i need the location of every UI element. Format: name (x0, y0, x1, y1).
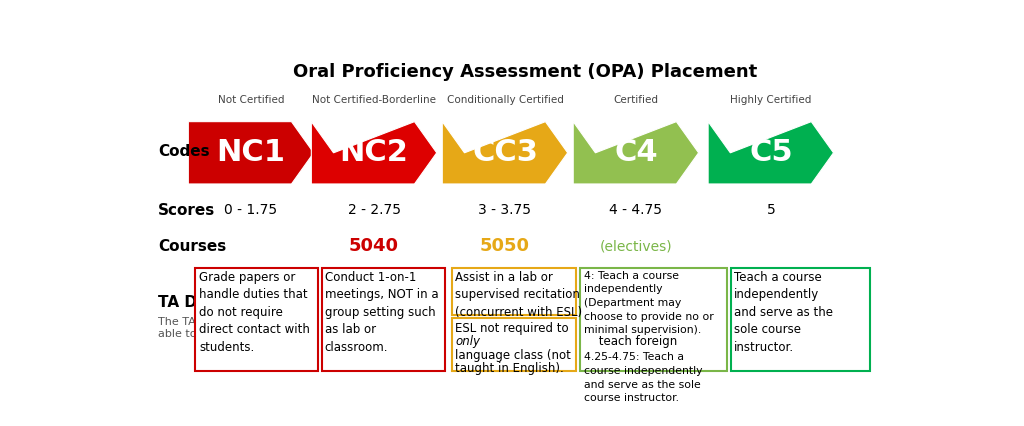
Text: 4 - 4.75: 4 - 4.75 (609, 203, 663, 217)
Text: C5: C5 (749, 138, 793, 167)
Text: 5040: 5040 (349, 237, 399, 255)
Bar (731, 268, 870, 371)
Text: 5: 5 (766, 203, 775, 217)
Text: C4: C4 (614, 138, 657, 167)
Text: Oral Proficiency Assessment (OPA) Placement: Oral Proficiency Assessment (OPA) Placem… (293, 63, 757, 81)
Bar (581, 268, 727, 371)
Text: Teach a course
independently
and serve as the
sole course
instructor.: Teach a course independently and serve a… (734, 271, 834, 354)
Text: (electives): (electives) (600, 239, 672, 253)
Text: 0 - 1.75: 0 - 1.75 (224, 203, 278, 217)
Text: CC3: CC3 (472, 138, 538, 167)
Text: Courses: Courses (158, 239, 226, 254)
Polygon shape (188, 122, 313, 184)
Text: TA Duties: TA Duties (158, 294, 240, 310)
Text: language class (not: language class (not (455, 349, 570, 362)
Text: taught in English).: taught in English). (455, 363, 564, 375)
Bar (323, 268, 445, 371)
Text: 3 - 3.75: 3 - 3.75 (478, 203, 531, 217)
Polygon shape (442, 122, 567, 184)
Text: Assist in a lab or
supervised recitation
(concurrent with ESL): Assist in a lab or supervised recitation… (455, 271, 582, 319)
Text: Scores: Scores (158, 203, 215, 218)
Text: The TA is
able to...: The TA is able to... (158, 317, 208, 339)
Text: Highly Certified: Highly Certified (730, 95, 811, 105)
Bar (452, 319, 577, 371)
Text: Conduct 1-on-1
meetings, NOT in a
group setting such
as lab or
classroom.: Conduct 1-on-1 meetings, NOT in a group … (325, 271, 438, 354)
Text: teach foreign: teach foreign (595, 335, 678, 348)
Bar (452, 268, 577, 315)
Polygon shape (573, 122, 698, 184)
Text: Conditionally Certified: Conditionally Certified (446, 95, 563, 105)
Text: only: only (455, 335, 480, 348)
Text: NC1: NC1 (216, 138, 286, 167)
Text: Certified: Certified (613, 95, 658, 105)
Text: Grade papers or
handle duties that
do not require
direct contact with
students.: Grade papers or handle duties that do no… (200, 271, 310, 354)
Polygon shape (311, 122, 436, 184)
Text: 4: Teach a course
independently
(Department may
choose to provide no or
minimal : 4: Teach a course independently (Departm… (584, 271, 714, 403)
Text: 2 - 2.75: 2 - 2.75 (347, 203, 400, 217)
Text: Not Certified: Not Certified (218, 95, 285, 105)
Text: Not Certified-Borderline: Not Certified-Borderline (312, 95, 436, 105)
Text: 5050: 5050 (480, 237, 530, 255)
Bar (196, 268, 318, 371)
Text: NC2: NC2 (340, 138, 409, 167)
Text: ESL not required to: ESL not required to (455, 322, 568, 335)
Polygon shape (709, 122, 834, 184)
Text: Codes: Codes (158, 144, 210, 158)
